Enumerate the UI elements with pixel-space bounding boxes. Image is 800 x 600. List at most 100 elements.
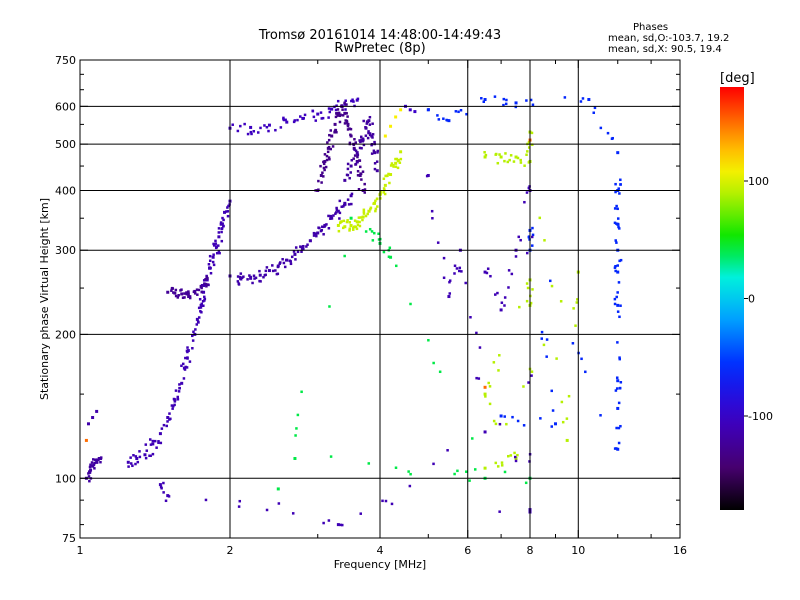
data-point [360,146,363,150]
data-point [576,298,579,301]
data-point [338,120,342,124]
data-point [323,168,326,172]
data-point [186,292,190,296]
data-point [129,462,133,465]
data-point [611,136,614,140]
data-point [345,103,348,106]
data-point [480,97,483,100]
data-point [613,297,617,301]
data-point [214,242,218,245]
data-point [507,286,510,289]
data-point [316,231,320,235]
data-point [368,210,371,213]
data-point [299,245,303,249]
data-point [364,125,367,129]
data-point [448,280,451,284]
data-point [363,182,366,186]
data-point [352,100,355,103]
data-point [312,231,316,235]
data-point [344,99,347,102]
data-point [618,357,622,361]
data-point [335,206,338,210]
data-point [504,102,508,106]
data-point [494,461,498,465]
data-point [357,188,361,191]
data-point [487,381,490,385]
data-point [409,302,412,306]
data-point [192,330,195,334]
data-point [239,277,243,281]
data-point [527,140,531,144]
data-point [294,434,297,437]
data-point [593,106,597,110]
data-point [483,430,487,434]
data-point [459,108,463,112]
data-point [427,338,430,342]
data-point [336,114,339,117]
data-point [187,295,190,298]
data-point [127,465,130,468]
data-point [182,366,186,370]
data-point [457,110,460,114]
x-tick-label: 6 [464,544,471,557]
data-point [248,274,251,277]
data-point [206,283,210,286]
data-point [469,315,472,319]
data-point [565,438,569,442]
data-point [363,188,367,191]
data-point [202,279,206,282]
data-point [151,452,155,456]
data-point [348,127,351,130]
data-point [455,267,459,270]
data-point [181,296,185,300]
data-point [358,220,361,224]
data-point [352,225,356,229]
data-point [446,449,449,452]
data-point [212,253,215,256]
data-point [587,98,591,102]
data-point [361,215,365,219]
data-point [387,172,390,176]
data-point [362,212,366,215]
data-point [282,116,285,120]
data-point [184,356,187,360]
data-point [509,154,513,157]
data-point [505,422,508,426]
data-point [517,235,521,239]
data-point [160,486,163,490]
data-point [512,160,516,163]
data-point [379,190,382,194]
data-point [168,412,171,415]
colorbar-tick-label: 100 [748,175,769,188]
data-point [510,272,514,276]
data-point [483,385,487,389]
data-point [531,233,535,237]
data-point [509,454,513,457]
data-point [506,160,509,164]
data-point [349,216,353,220]
data-point [370,152,374,155]
data-point [343,225,347,229]
data-point [497,369,500,372]
data-point [327,227,331,230]
data-point [619,304,622,307]
data-point [254,276,258,280]
data-point [599,126,603,130]
data-point [357,216,361,219]
data-point [505,98,508,102]
data-point [399,157,403,161]
data-point [97,458,100,462]
data-point [211,260,215,264]
data-point [514,105,518,109]
data-point [478,346,482,349]
data-point [618,356,621,359]
data-point [271,269,275,273]
data-point [483,270,487,274]
data-point [191,339,195,342]
data-point [169,417,172,421]
data-point [237,282,240,285]
data-point [194,328,197,331]
data-point [185,292,188,296]
data-point [259,126,262,130]
data-point [347,203,351,206]
